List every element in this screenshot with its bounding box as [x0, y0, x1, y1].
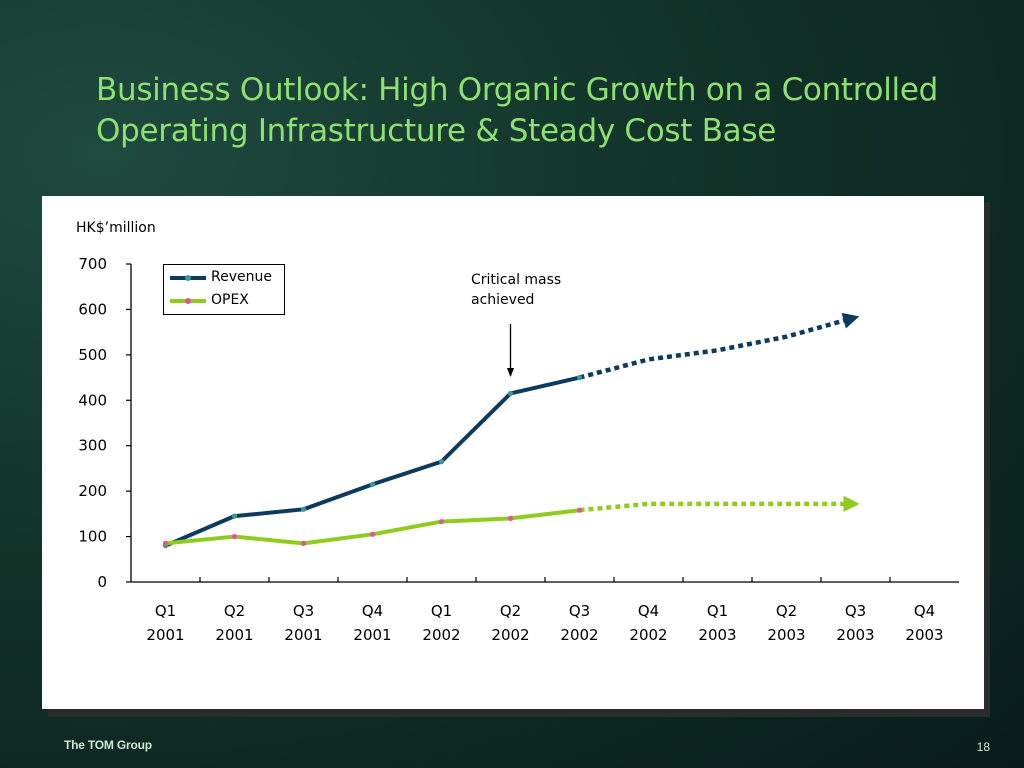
- legend-marker-opex: [185, 298, 191, 304]
- data-point-revenue: [369, 481, 376, 487]
- data-point-opex: [507, 515, 514, 521]
- page-number: 18: [976, 740, 990, 754]
- footer-brand-logo: The TOM Group: [64, 738, 152, 752]
- x-tick-label-quarter: Q2: [500, 602, 521, 620]
- data-point-revenue: [576, 374, 583, 381]
- x-tick-label-quarter: Q1: [431, 602, 452, 620]
- x-tick-label-year: 2003: [698, 626, 736, 644]
- legend-marker-revenue: [185, 275, 191, 281]
- y-tick-label: 0: [97, 573, 107, 591]
- legend-item-opex: OPEX: [168, 290, 284, 310]
- x-tick-label-quarter: Q1: [155, 602, 176, 620]
- legend-label-revenue: Revenue: [211, 269, 272, 285]
- chart-panel: 0 100 200 300 400 500 600 700 Q1 2001 Q2 2001 Q3 2001…: [42, 196, 984, 709]
- slide-title-line-2: Operating Infrastructure & Steady Cost B…: [96, 113, 776, 149]
- data-point-revenue: [231, 513, 238, 519]
- x-tick-label-quarter: Q2: [224, 602, 245, 620]
- x-tick-label-year: 2002: [491, 626, 529, 644]
- series-projection-opex: [579, 495, 860, 513]
- data-point-revenue: [300, 506, 307, 512]
- y-tick-label: 300: [78, 437, 107, 455]
- legend-item-revenue: Revenue: [168, 267, 284, 287]
- x-tick-label-year: 2001: [215, 626, 253, 644]
- slide-title-line-1: Business Outlook: High Organic Growth on…: [96, 72, 938, 108]
- slide-title: Business Outlook: High Organic Growth on…: [96, 70, 976, 152]
- critical-mass-annotation: Critical mass achieved: [471, 270, 591, 310]
- x-tick-label-year: 2002: [422, 626, 460, 644]
- legend-label-opex: OPEX: [211, 292, 249, 308]
- x-tick-label-year: 2001: [284, 626, 322, 644]
- data-point-opex: [369, 531, 376, 537]
- y-tick-label: 600: [78, 300, 107, 318]
- x-tick-label-year: 2002: [629, 626, 667, 644]
- y-tick-label: 100: [78, 528, 107, 546]
- data-point-opex: [576, 507, 583, 513]
- x-tick-label-quarter: Q2: [776, 602, 797, 620]
- x-tick-label-quarter: Q3: [569, 602, 590, 620]
- x-tick-label-year: 2003: [767, 626, 805, 644]
- data-point-opex: [231, 533, 238, 540]
- x-tick-label-quarter: Q4: [638, 602, 659, 620]
- chart-legend: Revenue OPEX: [163, 264, 285, 315]
- y-tick-label: 400: [78, 391, 107, 409]
- data-point-revenue: [438, 459, 445, 465]
- y-tick-label: 200: [78, 482, 107, 500]
- legend-swatch-opex: [170, 298, 206, 304]
- x-tick-label-year: 2003: [905, 626, 943, 644]
- data-point-opex: [162, 540, 169, 546]
- legend-swatch-revenue: [170, 275, 206, 281]
- data-point-opex: [300, 540, 307, 546]
- x-tick-label-quarter: Q3: [293, 602, 314, 620]
- x-tick-label-quarter: Q1: [707, 602, 728, 620]
- y-axis-unit-label: HK$’million: [76, 220, 156, 236]
- series-line-revenue: [163, 375, 582, 548]
- y-tick-label: 500: [78, 346, 107, 364]
- x-tick-label-year: 2001: [353, 626, 391, 644]
- x-tick-label-year: 2001: [146, 626, 184, 644]
- x-tick-label-quarter: Q3: [845, 602, 866, 620]
- annotation-line-1: Critical mass: [471, 272, 562, 288]
- data-point-opex: [438, 518, 445, 525]
- x-tick-label-year: 2002: [560, 626, 598, 644]
- annotation-line-2: achieved: [471, 292, 535, 308]
- x-tick-label-year: 2003: [836, 626, 874, 644]
- y-tick-label: 700: [78, 255, 107, 273]
- x-tick-label-quarter: Q4: [362, 602, 383, 620]
- series-projection-revenue: [578, 312, 860, 380]
- line-chart: 0 100 200 300 400 500 600 700 Q1 2001 Q2 2001 Q3 2001…: [78, 255, 959, 644]
- data-point-revenue: [507, 390, 514, 397]
- x-tick-label-quarter: Q4: [914, 602, 935, 620]
- series-line-opex: [163, 508, 582, 546]
